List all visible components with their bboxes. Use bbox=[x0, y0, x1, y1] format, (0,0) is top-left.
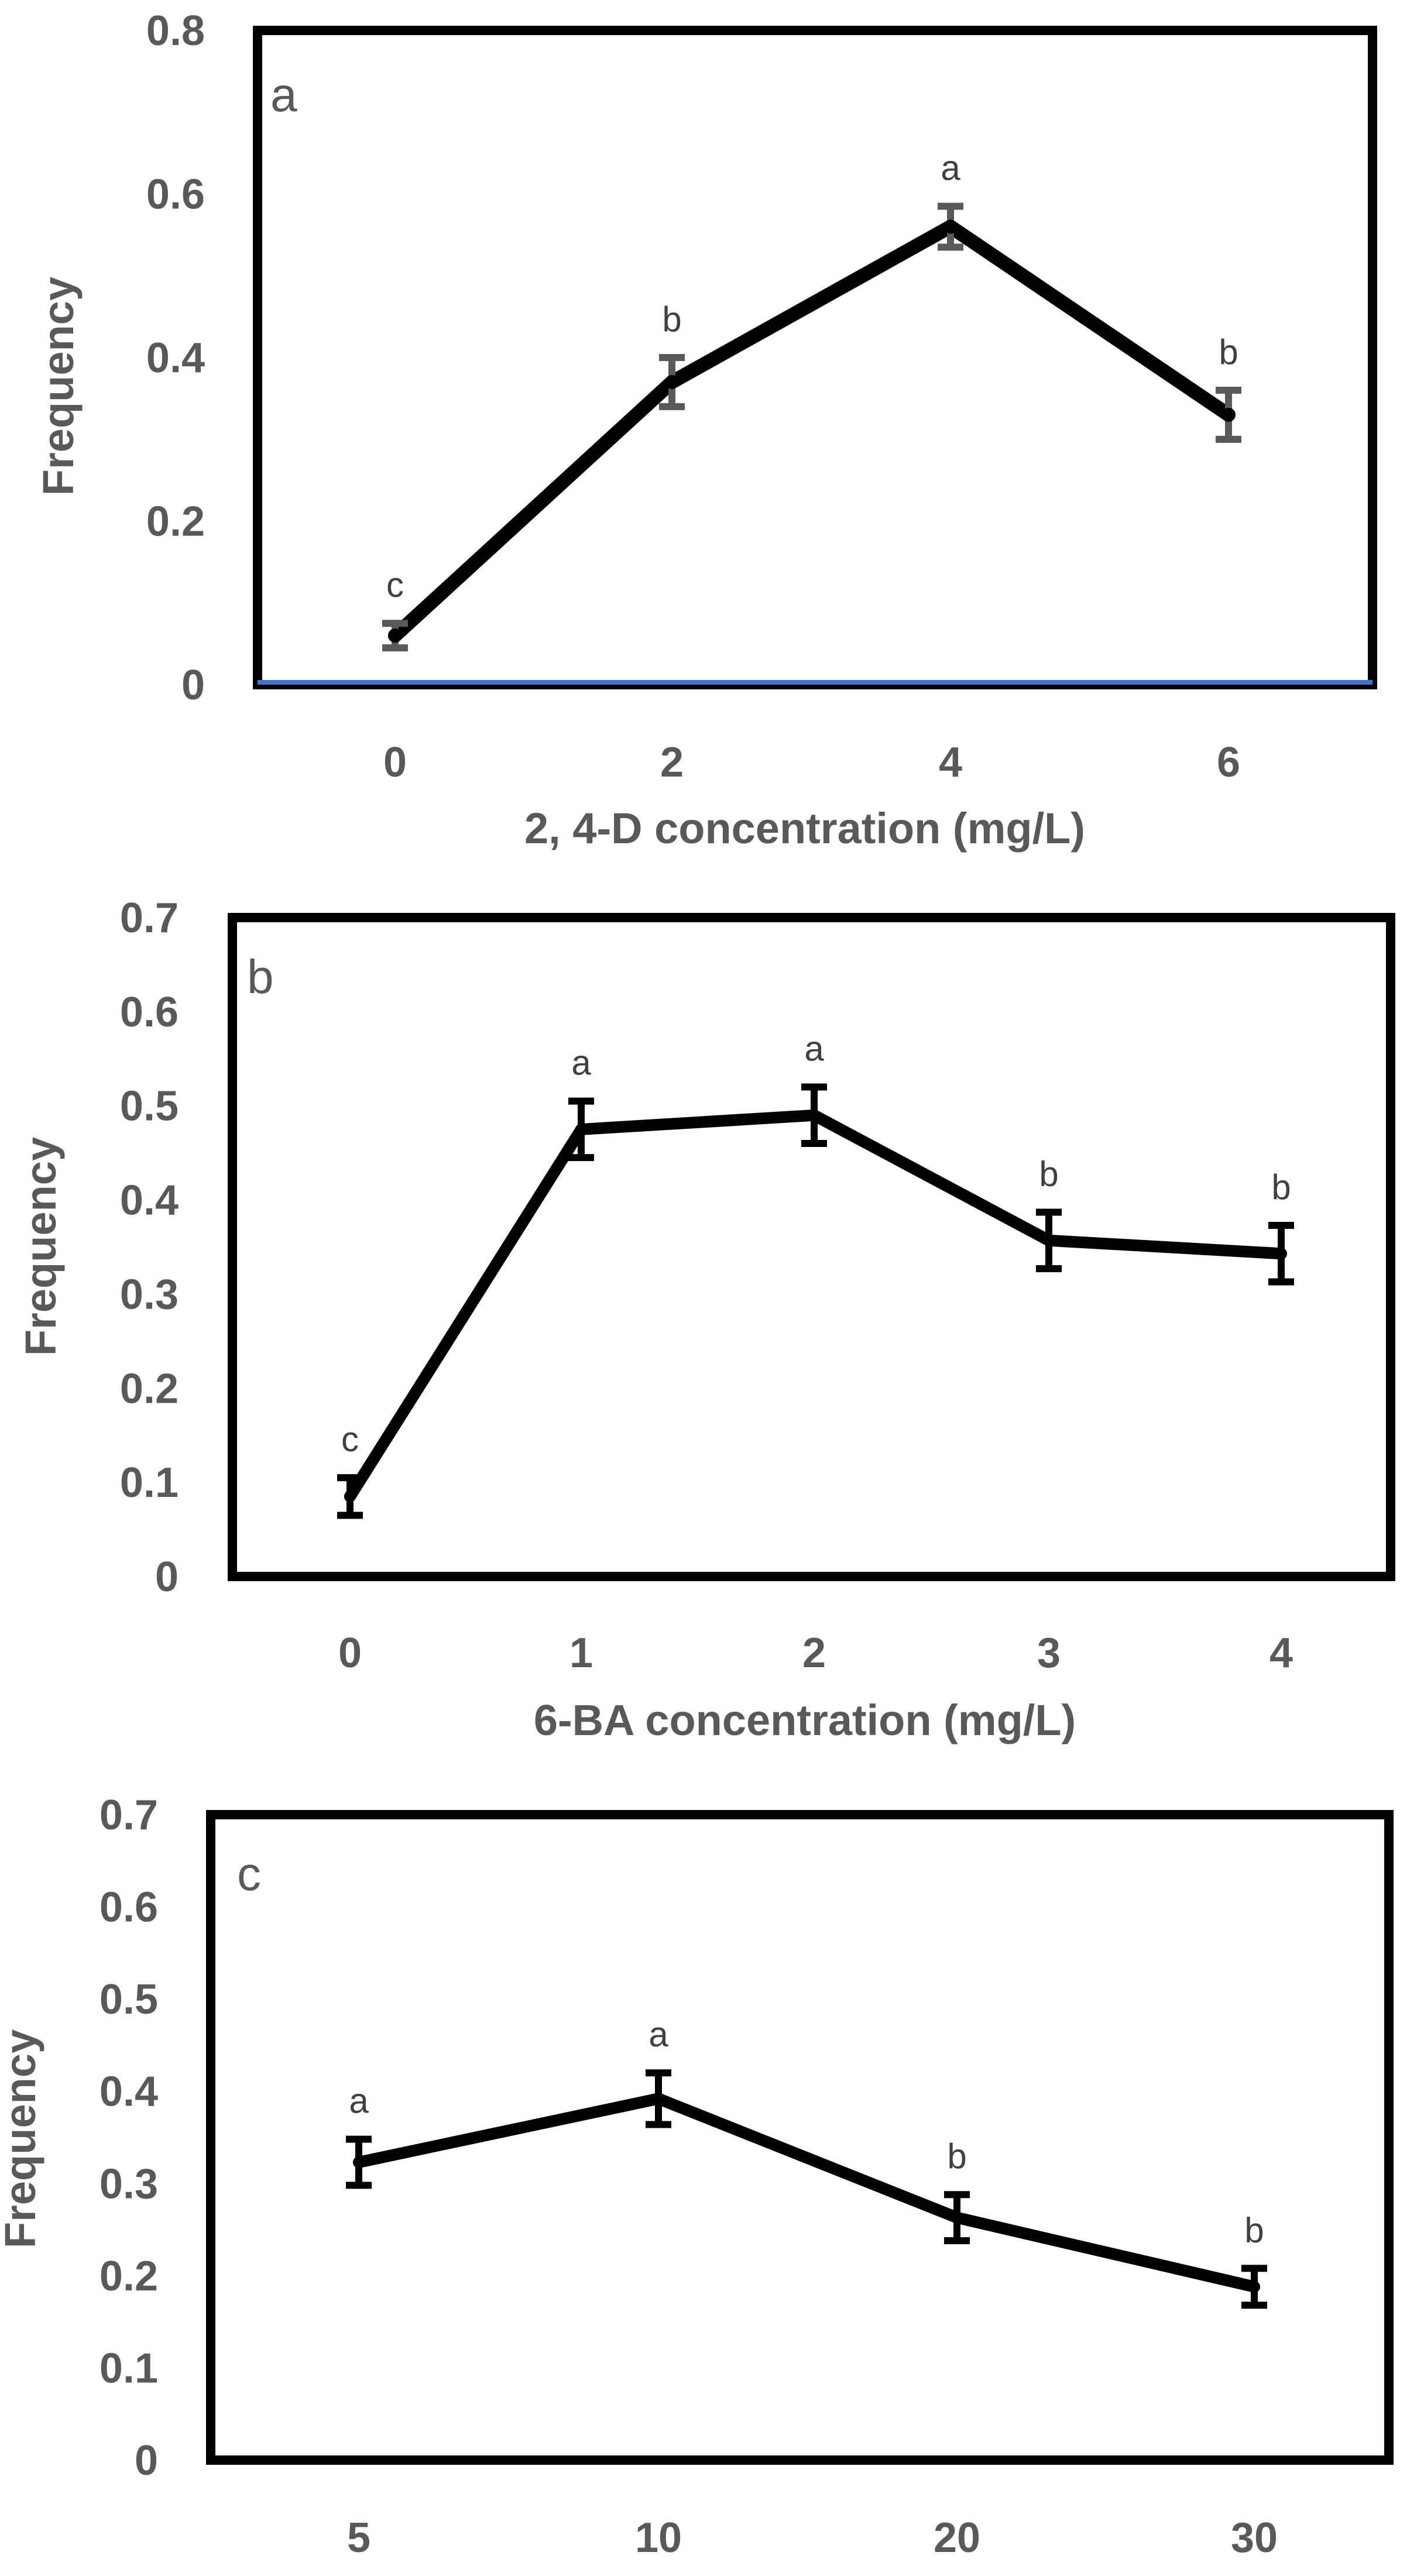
panel-label-b: b bbox=[247, 950, 274, 1004]
y-tick-label: 0.5 bbox=[99, 1976, 158, 2023]
data-point bbox=[653, 2093, 664, 2105]
y-tick-label: 0.2 bbox=[146, 499, 205, 545]
x-tick-label: 3 bbox=[1037, 1630, 1061, 1677]
x-tick-label: 4 bbox=[1269, 1630, 1293, 1677]
x-tick-label: 1 bbox=[569, 1630, 593, 1677]
data-point bbox=[808, 1109, 820, 1121]
data-point bbox=[1248, 2280, 1260, 2293]
y-tick-label: 0 bbox=[155, 1554, 179, 1600]
data-point bbox=[1221, 407, 1236, 422]
panel-label-c: c bbox=[237, 1847, 261, 1901]
significance-label: a bbox=[571, 1043, 591, 1083]
y-tick-label: 0.4 bbox=[99, 2069, 158, 2115]
significance-label: a bbox=[941, 148, 960, 187]
y-tick-label: 0.7 bbox=[99, 1792, 158, 1839]
x-tick-label: 6 bbox=[1217, 739, 1240, 786]
y-axis-title-c: Frequency bbox=[0, 2029, 44, 2248]
x-tick-label: 20 bbox=[934, 2515, 980, 2561]
chart-panel-a: 0 0.2 0.4 0.6 0.8 0 2 4 6 2, 4-D concentration (m… bbox=[34, 8, 1377, 853]
y-tick-label: 0.2 bbox=[99, 2253, 158, 2300]
significance-label: a bbox=[804, 1029, 824, 1069]
x-axis-title-c: Sucrose concentration (g/L) bbox=[517, 2574, 1093, 2576]
y-tick-label: 0.5 bbox=[120, 1083, 179, 1130]
significance-label: a bbox=[648, 2015, 668, 2054]
x-axis-title-a: 2, 4-D concentration (mg/L) bbox=[524, 804, 1085, 853]
x-tick-label: 10 bbox=[635, 2515, 682, 2561]
y-tick-label: 0.4 bbox=[146, 335, 205, 382]
y-tick-label: 0.2 bbox=[120, 1365, 179, 1412]
data-point bbox=[388, 628, 402, 643]
chart-panel-b: 0 0.1 0.2 0.3 0.4 0.5 0.6 0.7 0 1 2 3 4 6-BA concentr… bbox=[16, 895, 1395, 1744]
x-tick-label: 4 bbox=[939, 739, 962, 786]
significance-label: c bbox=[341, 1420, 359, 1459]
x-tick-label: 2 bbox=[802, 1630, 826, 1677]
y-tick-label: 0.7 bbox=[120, 895, 179, 942]
x-tick-label: 0 bbox=[383, 739, 407, 786]
data-point bbox=[575, 1123, 587, 1135]
y-tick-label: 0.3 bbox=[120, 1271, 179, 1318]
significance-label: b bbox=[1219, 332, 1238, 372]
data-point bbox=[353, 2156, 365, 2169]
y-axis-title-a: Frequency bbox=[34, 277, 83, 496]
plot-frame-b bbox=[228, 913, 1395, 1581]
significance-label: b bbox=[1039, 1154, 1058, 1193]
y-tick-label: 0.1 bbox=[99, 2345, 158, 2392]
data-point bbox=[943, 219, 958, 234]
plot-frame-c bbox=[206, 1810, 1394, 2465]
y-axis-title-b: Frequency bbox=[16, 1137, 65, 1356]
y-tick-label: 0.6 bbox=[120, 989, 179, 1036]
data-point bbox=[665, 375, 679, 389]
y-tick-label: 0.1 bbox=[120, 1459, 179, 1506]
y-tick-label: 0.6 bbox=[99, 1884, 158, 1931]
data-point bbox=[1043, 1234, 1055, 1246]
chart-panel-c: 0 0.1 0.2 0.3 0.4 0.5 0.6 0.7 5 10 20 30 Sucrose con… bbox=[0, 1792, 1394, 2576]
y-tick-label: 0 bbox=[181, 662, 205, 709]
panel-label-a: a bbox=[270, 68, 297, 122]
significance-label: b bbox=[947, 2137, 966, 2176]
x-tick-label: 2 bbox=[660, 739, 684, 786]
y-tick-label: 0.6 bbox=[146, 171, 205, 218]
data-point bbox=[951, 2211, 963, 2224]
data-point bbox=[1275, 1248, 1287, 1260]
significance-label: b bbox=[1271, 1167, 1291, 1207]
series-line-c bbox=[353, 2093, 1260, 2293]
significance-label: b bbox=[1244, 2210, 1264, 2249]
x-tick-label: 30 bbox=[1231, 2515, 1278, 2561]
y-tick-label: 0 bbox=[135, 2437, 158, 2484]
data-point bbox=[344, 1490, 356, 1503]
y-tick-label: 0.3 bbox=[99, 2161, 158, 2207]
x-tick-label: 0 bbox=[338, 1630, 362, 1677]
significance-label: b bbox=[662, 300, 681, 339]
x-axis-title-b: 6-BA concentration (mg/L) bbox=[534, 1696, 1076, 1744]
y-tick-label: 0.4 bbox=[120, 1177, 179, 1224]
significance-label: c bbox=[386, 565, 404, 604]
x-tick-label: 5 bbox=[347, 2515, 370, 2561]
significance-label: a bbox=[349, 2082, 369, 2121]
y-tick-label: 0.8 bbox=[146, 8, 205, 54]
series-line-a bbox=[388, 219, 1236, 643]
